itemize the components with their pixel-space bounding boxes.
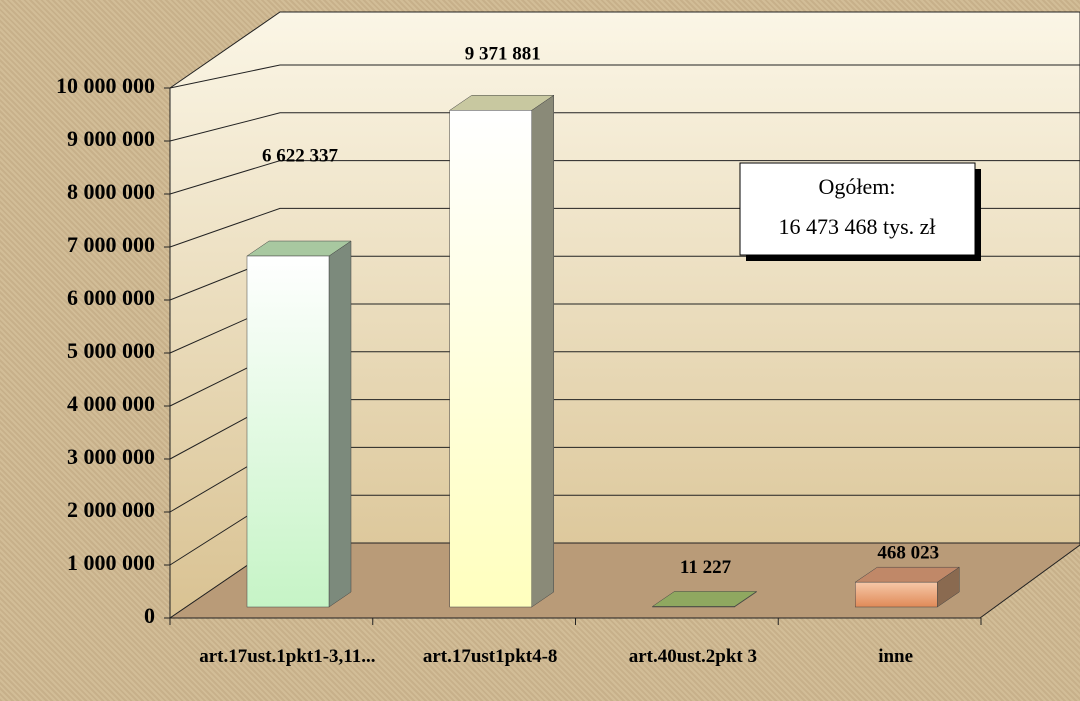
y-tick-label: 10 000 000 [56,73,155,98]
x-tick-label: art.40ust.2pkt 3 [628,646,757,667]
y-tick-label: 6 000 000 [67,285,155,310]
bar-side [328,240,352,608]
y-tick-label: 9 000 000 [67,126,155,151]
grid-line [169,160,1080,195]
y-tick-label: 3 000 000 [67,444,155,469]
annotation: Ogółem: [819,174,896,199]
value-label: 9 371 881 [465,44,541,65]
x-tick-label: art.17ust1pkt4-8 [422,646,558,667]
annotation-box [739,162,976,256]
bar [855,581,938,608]
y-tick-label: 7 000 000 [67,232,155,257]
grid-line [169,112,1080,142]
grid-line [169,64,1080,89]
y-tick-label: 1 000 000 [67,550,155,575]
bar [652,606,735,608]
value-label: 468 023 [877,543,939,564]
value-label: 11 227 [680,557,732,578]
y-tick-label: 8 000 000 [67,179,155,204]
bar [246,255,330,608]
y-tick-label: 2 000 000 [67,497,155,522]
y-tick-label: 5 000 000 [67,338,155,363]
x-tick-label: art.17ust.1pkt1-3,11... [199,646,376,667]
x-tick-label: inne [878,646,914,667]
value-label: 6 622 337 [262,145,339,166]
y-tick-label: 0 [144,603,155,628]
bar [449,110,532,608]
y-tick-label: 4 000 000 [67,391,155,416]
bar-side [531,94,554,608]
annotation: 16 473 468 tys. zł [778,214,935,239]
